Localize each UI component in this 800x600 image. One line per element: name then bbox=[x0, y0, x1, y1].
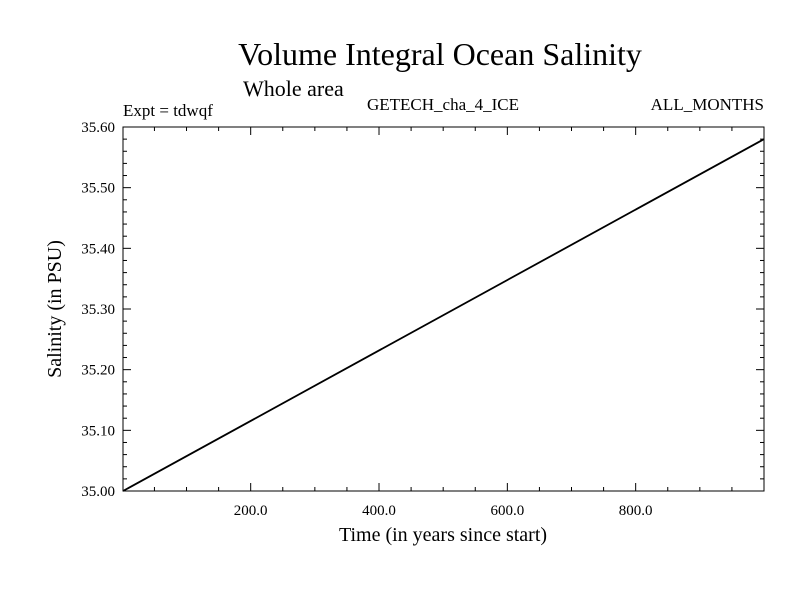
experiment-label: Expt = tdwqf bbox=[123, 101, 213, 120]
y-tick-label: 35.40 bbox=[81, 241, 115, 257]
y-tick-label: 35.30 bbox=[81, 302, 115, 318]
y-axis-tick-labels: 35.00 35.10 35.20 35.30 35.40 35.50 35.60 bbox=[81, 120, 115, 500]
x-axis-tick-labels: 200.0 400.0 600.0 800.0 bbox=[234, 503, 653, 519]
x-tick-label: 800.0 bbox=[619, 503, 653, 519]
x-axis-label: Time (in years since start) bbox=[339, 524, 547, 546]
y-axis-ticks bbox=[123, 138, 764, 480]
x-tick-label: 600.0 bbox=[490, 503, 524, 519]
y-tick-label: 35.00 bbox=[81, 484, 115, 500]
run-label: GETECH_cha_4_ICE bbox=[367, 95, 519, 114]
y-tick-label: 35.10 bbox=[81, 423, 115, 439]
y-tick-label: 35.60 bbox=[81, 120, 115, 136]
x-tick-label: 200.0 bbox=[234, 503, 268, 519]
months-label: ALL_MONTHS bbox=[651, 95, 764, 114]
x-axis-ticks bbox=[153, 127, 733, 491]
series-group bbox=[122, 138, 765, 492]
x-tick-label: 400.0 bbox=[362, 503, 396, 519]
chart-title: Volume Integral Ocean Salinity bbox=[238, 36, 642, 72]
y-tick-label: 35.50 bbox=[81, 181, 115, 197]
y-axis-label: Salinity (in PSU) bbox=[44, 240, 66, 378]
salinity-line bbox=[122, 138, 765, 492]
plot-frame bbox=[122, 126, 765, 492]
chart-subtitle: Whole area bbox=[243, 76, 344, 101]
y-tick-label: 35.20 bbox=[81, 363, 115, 379]
